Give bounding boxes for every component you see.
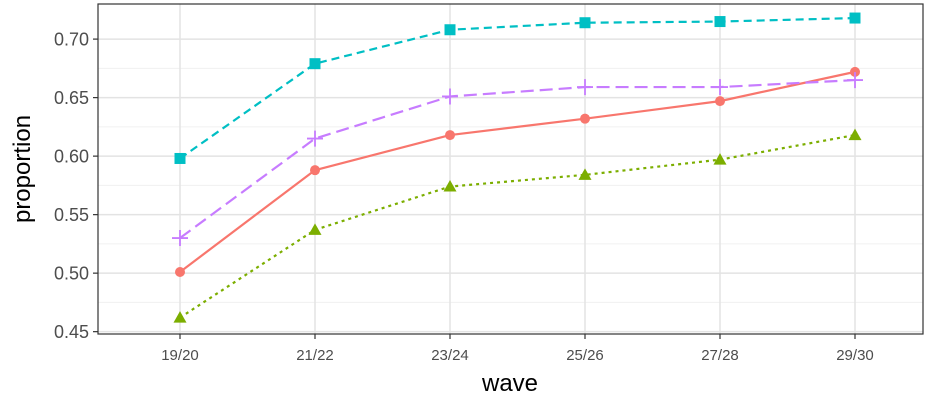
- y-axis-title: proportion: [9, 115, 36, 223]
- data-point: [174, 152, 186, 164]
- y-tick-label: 0.60: [54, 147, 89, 167]
- x-tick-label: 27/28: [701, 347, 739, 364]
- series-line: [179, 16, 856, 160]
- x-tick-label: 23/24: [431, 347, 469, 364]
- data-point: [172, 230, 188, 247]
- data-point: [848, 128, 862, 141]
- series-line: [179, 70, 856, 273]
- data-point: [309, 58, 321, 70]
- series-line: [179, 133, 856, 319]
- data-point: [714, 16, 726, 28]
- y-tick-label: 0.45: [54, 322, 89, 342]
- data-point: [443, 180, 457, 192]
- x-tick-label: 21/22: [296, 347, 334, 364]
- data-point: [307, 130, 323, 147]
- y-tick-label: 0.50: [54, 264, 89, 284]
- data-point: [578, 168, 592, 180]
- data-point: [310, 165, 320, 176]
- x-tick-label: 29/30: [836, 347, 874, 364]
- series-3: [174, 12, 861, 164]
- series-4: [172, 72, 863, 247]
- data-point: [579, 17, 591, 29]
- data-point: [847, 72, 863, 89]
- x-tick-label: 25/26: [566, 347, 604, 364]
- x-axis-title: wave: [481, 370, 538, 397]
- x-tick-label: 19/20: [161, 347, 199, 364]
- data-point: [444, 24, 456, 36]
- data-point: [580, 113, 590, 124]
- data-point: [715, 96, 725, 107]
- data-point: [175, 266, 185, 277]
- series-1: [175, 66, 860, 277]
- data-point: [712, 79, 728, 96]
- y-tick-label: 0.70: [54, 30, 89, 50]
- series-2: [173, 128, 862, 323]
- series-layer: [172, 12, 863, 323]
- data-point: [849, 12, 861, 24]
- data-point: [713, 153, 727, 165]
- data-point: [308, 223, 322, 235]
- data-point: [445, 130, 455, 141]
- data-point: [850, 66, 860, 77]
- series-line: [179, 78, 856, 239]
- data-point: [442, 88, 458, 105]
- y-axis: 0.45 0.50 0.55 0.60 0.65 0.70: [54, 30, 98, 342]
- plot-panel-border: [97, 3, 924, 335]
- data-point: [173, 311, 187, 323]
- x-axis: 19/20 21/22 23/24 25/26 27/28 29/30: [161, 334, 874, 364]
- minor-gridlines: [98, 67, 923, 303]
- y-tick-label: 0.65: [54, 88, 89, 108]
- y-tick-label: 0.55: [54, 205, 89, 225]
- data-point: [577, 79, 593, 96]
